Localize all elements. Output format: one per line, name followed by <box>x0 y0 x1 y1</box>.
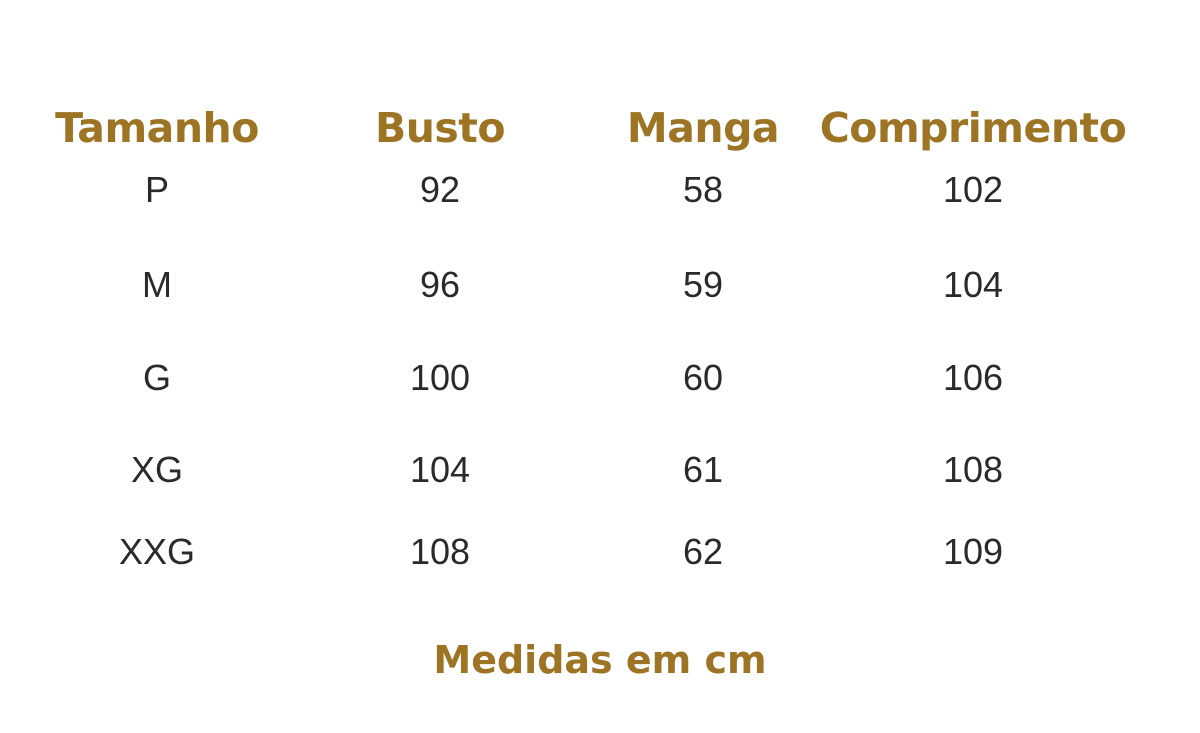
column-header: Manga <box>626 104 780 152</box>
units-note: Medidas em cm <box>433 638 767 682</box>
column-header: Tamanho <box>55 104 259 152</box>
table-cell: 104 <box>409 449 471 490</box>
table-cell: 61 <box>682 449 724 490</box>
column-header: Comprimento <box>819 104 1127 152</box>
table-cell: 102 <box>942 169 1004 210</box>
table-cell: XG <box>130 449 184 490</box>
table-cell: P <box>144 169 170 210</box>
table-cell: 109 <box>942 531 1004 572</box>
table-cell: XXG <box>118 531 196 572</box>
table-cell: 106 <box>942 357 1004 398</box>
column-header: Busto <box>374 104 506 152</box>
table-cell: 104 <box>942 264 1004 305</box>
table-cell: 58 <box>682 169 724 210</box>
table-cell: M <box>142 264 172 305</box>
table-cell: 59 <box>682 264 724 305</box>
table-cell: 92 <box>419 169 461 210</box>
table-cell: G <box>142 357 172 398</box>
table-cell: 108 <box>942 449 1004 490</box>
table-cell: 100 <box>409 357 471 398</box>
table-cell: 62 <box>682 531 724 572</box>
table-cell: 96 <box>419 264 461 305</box>
table-cell: 60 <box>682 357 724 398</box>
table-cell: 108 <box>409 531 471 572</box>
